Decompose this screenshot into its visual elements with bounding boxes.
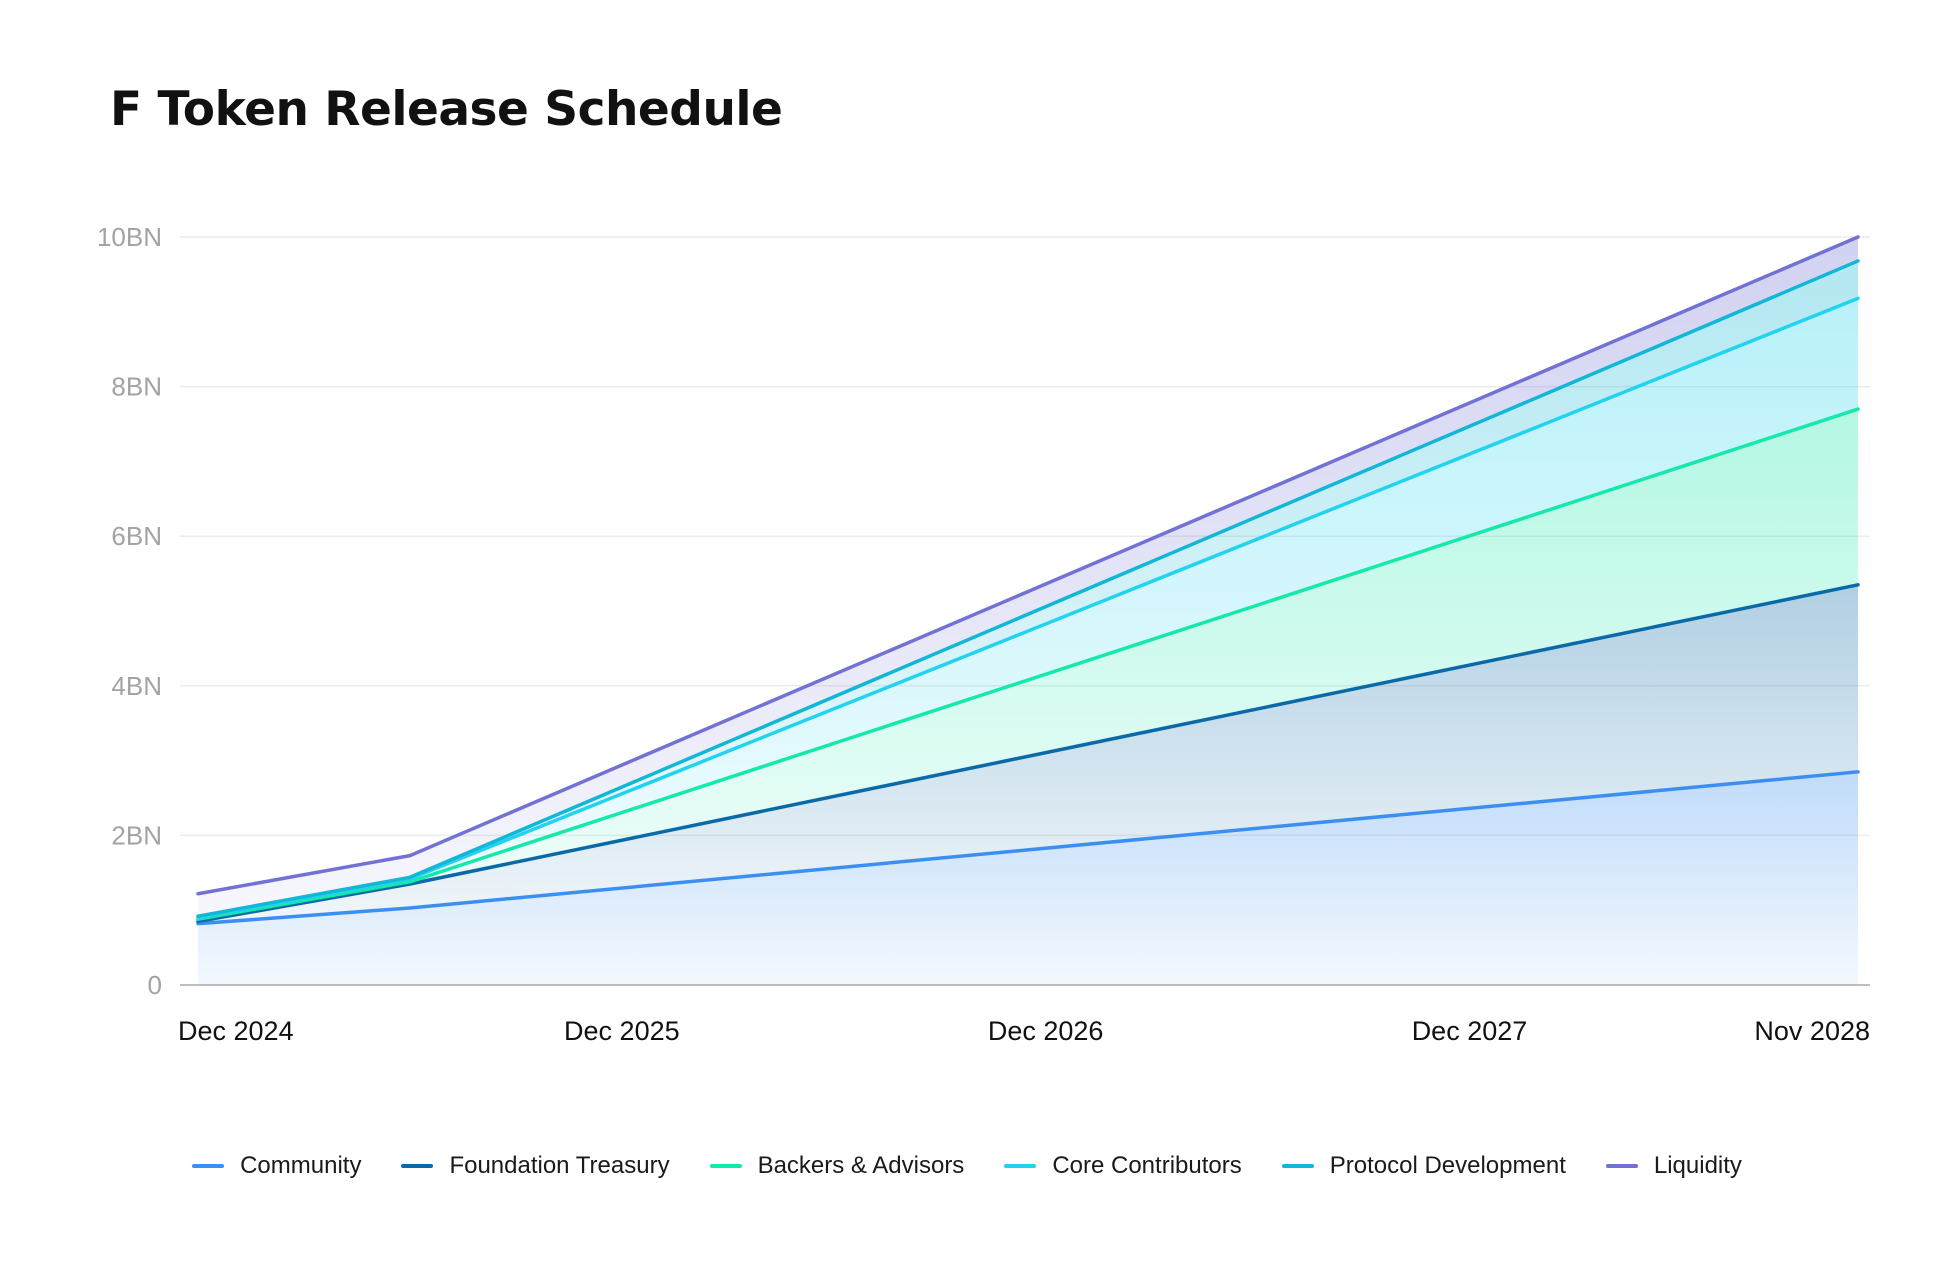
- legend: Community Foundation Treasury Backers & Ad…: [0, 1152, 1934, 1180]
- legend-label: Foundation Treasury: [449, 1152, 670, 1179]
- chart-title: F Token Release Schedule: [110, 82, 783, 137]
- y-tick-label: 4BN: [111, 671, 162, 701]
- x-axis-ticks: Dec 2024 Dec 2025 Dec 2026 Dec 2027 Nov 2028: [178, 1016, 1870, 1046]
- x-tick-label: Dec 2025: [564, 1016, 680, 1046]
- legend-swatch: [192, 1164, 225, 1168]
- line-community: [196, 770, 1860, 926]
- legend-swatch: [709, 1164, 742, 1168]
- legend-swatch: [1605, 1164, 1638, 1168]
- x-tick-label: Dec 2026: [988, 1016, 1104, 1046]
- y-axis-ticks: 0 2BN 4BN 6BN 8BN 10BN: [97, 222, 162, 1000]
- line-protocol-development: [196, 259, 1860, 918]
- legend-label: Liquidity: [1653, 1152, 1742, 1179]
- legend-item[interactable]: Protocol Development: [1281, 1152, 1566, 1180]
- legend-label: Community: [240, 1152, 362, 1179]
- legend-label: Backers & Advisors: [757, 1152, 965, 1179]
- legend-item[interactable]: Backers & Advisors: [709, 1152, 965, 1180]
- series-lines: [196, 235, 1860, 926]
- y-tick-label: 2BN: [111, 820, 162, 850]
- y-tick-label: 8BN: [111, 372, 162, 402]
- area-community: [198, 771, 1858, 985]
- x-tick-label: Dec 2027: [1412, 1016, 1528, 1046]
- legend-swatch: [401, 1164, 434, 1168]
- x-tick-label: Nov 2028: [1754, 1016, 1870, 1046]
- area-fills: [198, 237, 1858, 985]
- legend-item[interactable]: Foundation Treasury: [401, 1152, 670, 1180]
- x-tick-label: Dec 2024: [178, 1016, 294, 1046]
- line-foundation-treasury: [196, 583, 1860, 924]
- y-tick-label: 0: [148, 970, 162, 1000]
- legend-label: Core Contributors: [1052, 1152, 1242, 1179]
- legend-swatch: [1281, 1164, 1314, 1168]
- legend-item[interactable]: Core Contributors: [1004, 1152, 1242, 1180]
- y-tick-label: 10BN: [97, 222, 162, 252]
- legend-swatch: [1004, 1164, 1037, 1168]
- legend-item[interactable]: Community: [192, 1152, 361, 1180]
- legend-label: Protocol Development: [1329, 1152, 1566, 1179]
- y-tick-label: 6BN: [111, 521, 162, 551]
- area-foundation-treasury: [198, 584, 1858, 924]
- legend-item[interactable]: Liquidity: [1605, 1152, 1742, 1180]
- line-backers-advisors: [196, 407, 1860, 921]
- line-liquidity: [196, 235, 1860, 896]
